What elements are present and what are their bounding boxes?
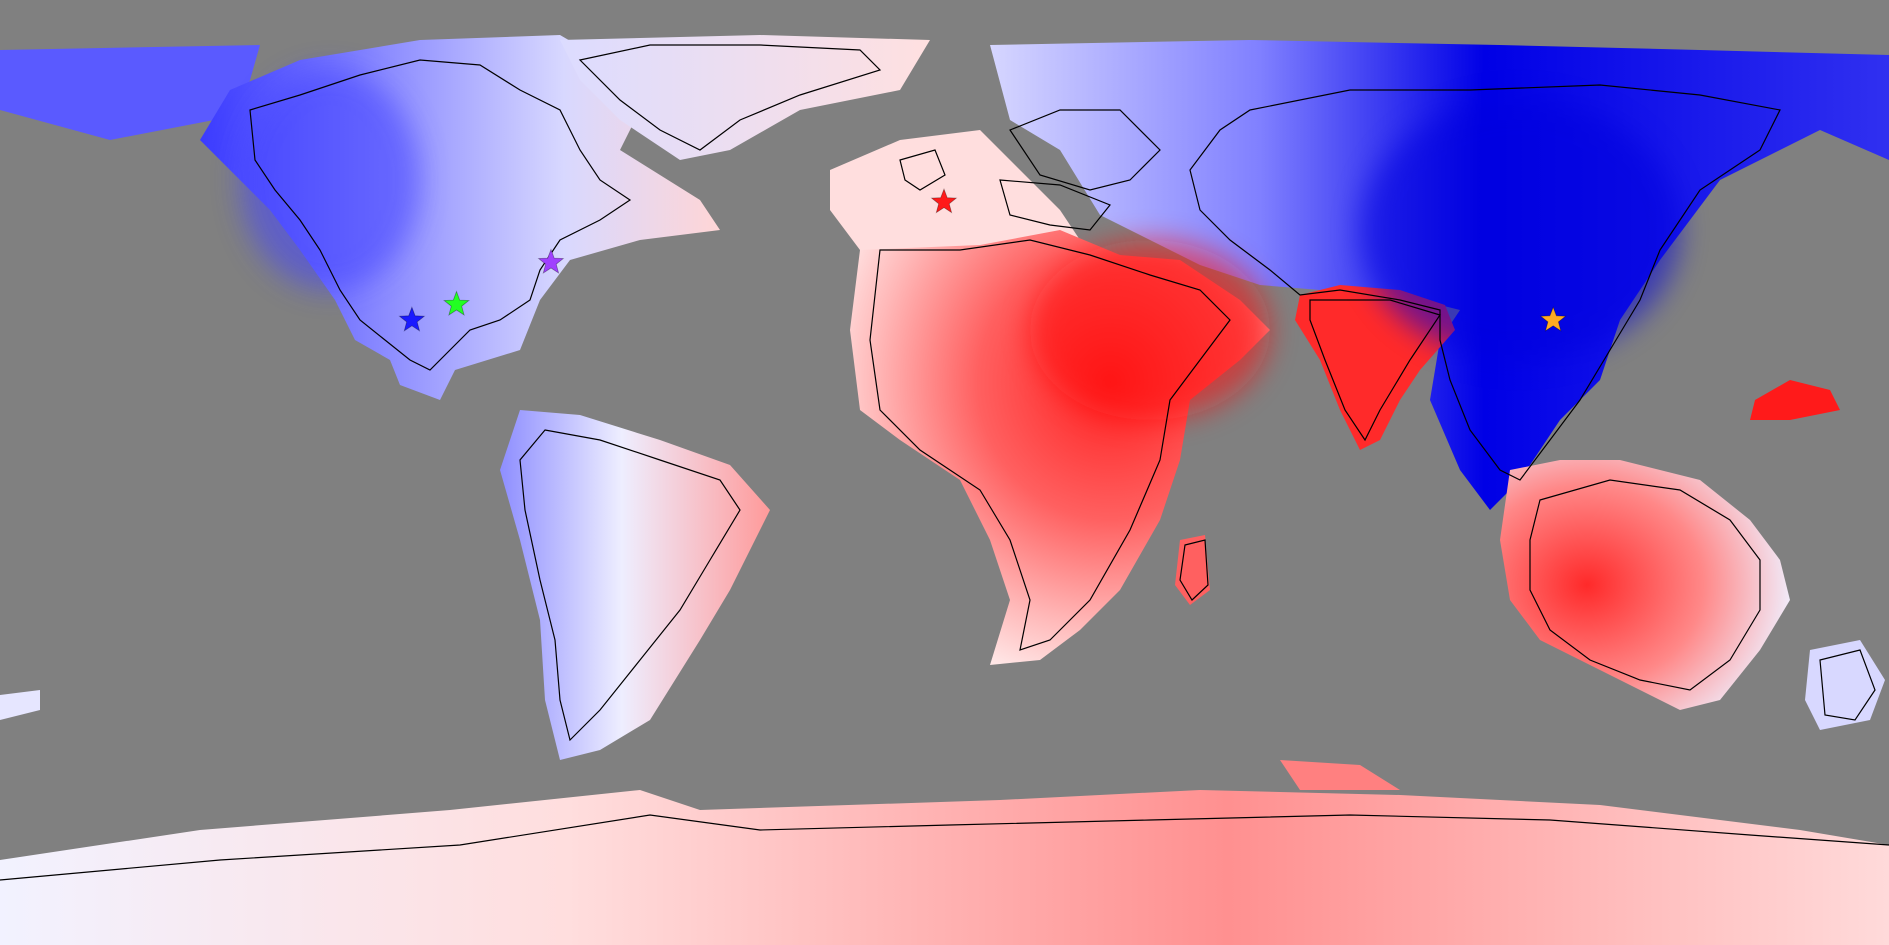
purple-star-marker — [537, 248, 565, 274]
region-small-island — [0, 690, 40, 720]
red-star-marker — [930, 187, 958, 214]
blue-star-marker — [398, 306, 426, 332]
region-alaska — [0, 45, 260, 140]
region-greenland — [560, 35, 930, 160]
region-antarctic-fragment — [1280, 760, 1400, 790]
region-europe — [830, 130, 1080, 260]
region-pacific-patch — [1750, 380, 1840, 420]
region-south-america — [500, 410, 770, 760]
region-antarctica — [0, 790, 1889, 945]
coastlines — [0, 44, 1889, 881]
green-star-marker — [443, 290, 470, 316]
orange-star-marker — [1539, 306, 1567, 332]
markers-layer — [398, 187, 1567, 332]
blend-layer — [240, 70, 1680, 420]
